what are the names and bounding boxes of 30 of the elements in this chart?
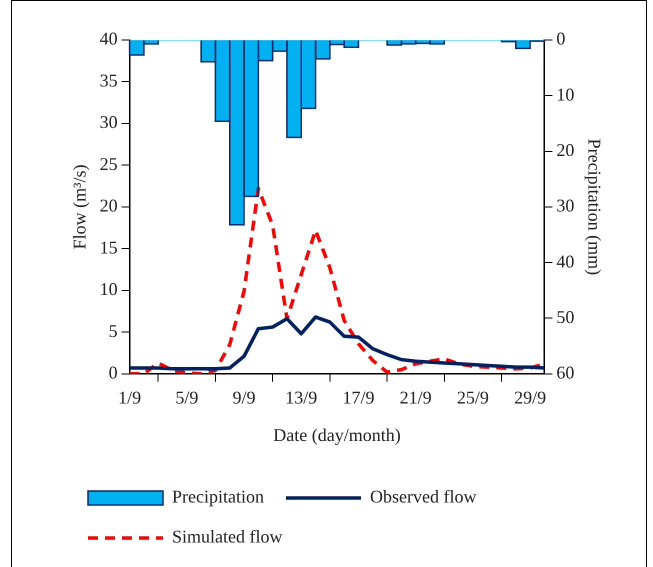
y-tick-label: 0 [108, 362, 118, 383]
y-axis-title: Flow (m³/s) [70, 164, 90, 250]
y2-axis-title: Precipitation (mm) [584, 138, 604, 276]
y2-tick-label: 50 [556, 306, 574, 327]
y-tick-label: 10 [100, 279, 118, 300]
x-tick-label: 5/9 [175, 387, 198, 408]
x-tick-label: 21/9 [400, 387, 432, 408]
y-tick-label: 15 [100, 237, 118, 258]
y-tick-label: 5 [108, 320, 118, 341]
y-tick-label: 40 [100, 28, 118, 49]
x-tick-label: 17/9 [342, 387, 374, 408]
x-tick-label: 9/9 [232, 387, 256, 408]
y-tick-label: 35 [100, 70, 118, 90]
y2-tick-label: 10 [556, 84, 574, 104]
y2-tick-label: 60 [556, 362, 574, 383]
x-tick-label: 13/9 [285, 387, 318, 408]
x-tick-label: 29/9 [514, 387, 546, 408]
x-axis-title: Date (day/month) [273, 424, 401, 445]
x-tick-label: 1/9 [118, 387, 142, 408]
legend-label: Precipitation [172, 486, 264, 507]
y-tick-label: 30 [100, 112, 118, 132]
y-tick-label: 25 [100, 154, 118, 174]
y2-tick-label: 40 [556, 251, 574, 272]
legend-label: Observed flow [370, 486, 476, 507]
y2-tick-label: 20 [556, 140, 574, 160]
y-tick-label: 20 [100, 196, 118, 216]
x-tick-label: 25/9 [456, 387, 489, 408]
y2-tick-label: 0 [556, 28, 566, 49]
y2-tick-label: 30 [556, 196, 574, 216]
legend-label: Simulated flow [172, 526, 282, 547]
